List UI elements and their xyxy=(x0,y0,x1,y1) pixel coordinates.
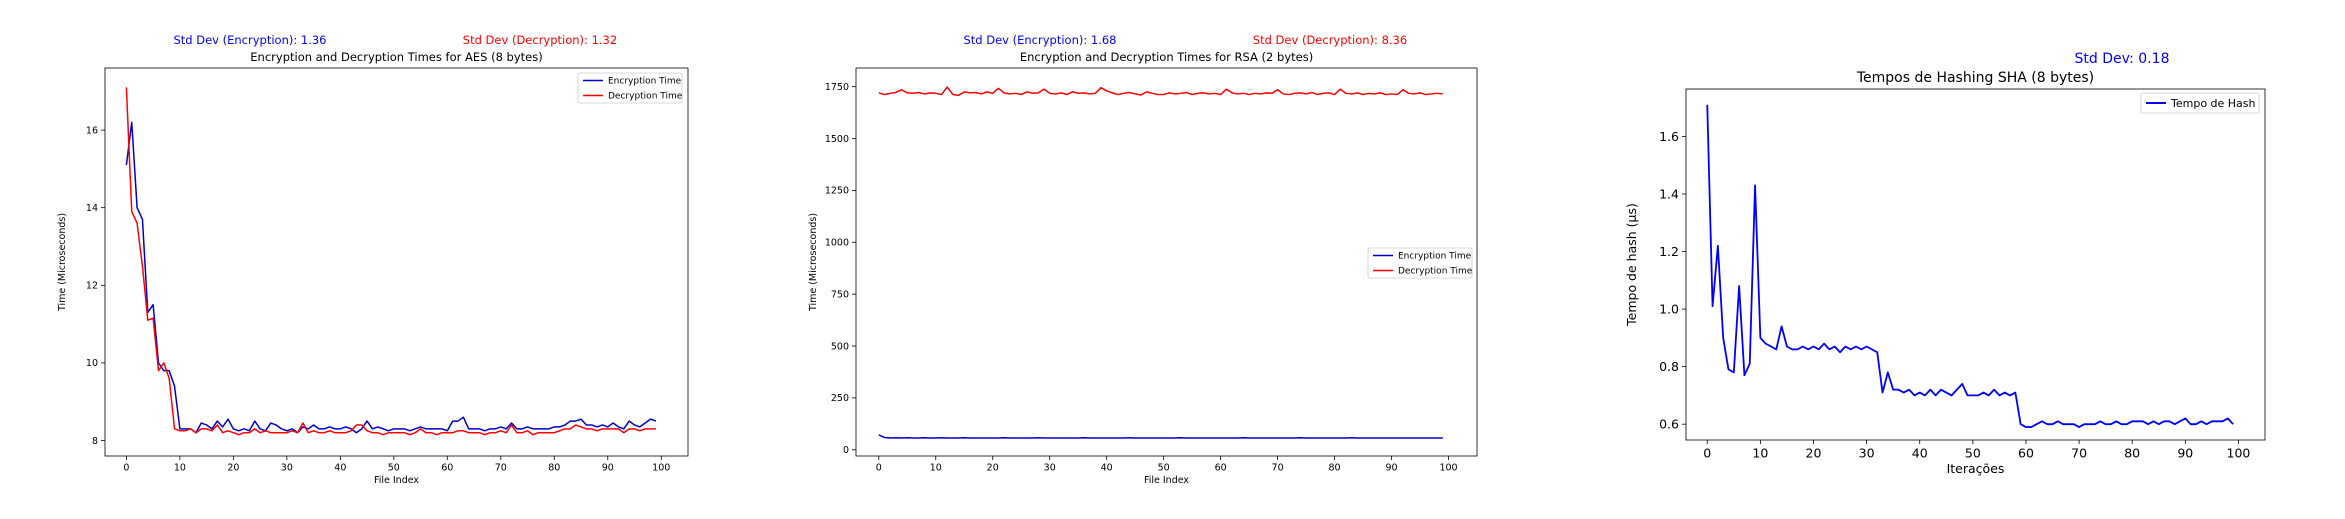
x-tick-label: 70 xyxy=(495,463,507,474)
x-tick-label: 50 xyxy=(1965,446,1981,461)
y-tick-label: 1750 xyxy=(825,82,849,93)
x-tick-label: 30 xyxy=(281,463,293,474)
chart-2: 0 10 20 30 40 50 60 70 80 90 100025050075010001250… xyxy=(808,33,1478,486)
x-tick-label: 50 xyxy=(1158,463,1170,474)
y-tick-label: 0.8 xyxy=(1659,359,1679,374)
x-tick-label: 100 xyxy=(1439,463,1457,474)
x-tick-label: 100 xyxy=(652,463,670,474)
legend-box xyxy=(577,72,683,104)
y-tick-label: 14 xyxy=(86,203,98,214)
y-tick-label: 1.2 xyxy=(1659,244,1679,259)
x-tick-label: 20 xyxy=(227,463,239,474)
x-tick-label: 20 xyxy=(987,463,999,474)
x-tick-label: 100 xyxy=(2227,446,2251,461)
series-line-decryption-time xyxy=(878,86,1443,97)
legend: Tempo de Hash xyxy=(2140,92,2260,114)
x-tick-label: 80 xyxy=(2124,446,2140,461)
x-tick-label: 0 xyxy=(1703,446,1711,461)
x-tick-label: 60 xyxy=(441,463,453,474)
y-tick-label: 1250 xyxy=(825,186,849,197)
std-dev-annotation: Std Dev (Decryption): 1.32 xyxy=(463,33,617,47)
std-dev-annotation: Std Dev: 0.18 xyxy=(2075,51,2170,67)
legend-label: Tempo de Hash xyxy=(2170,97,2256,110)
x-tick-label: 10 xyxy=(930,463,942,474)
y-tick-label: 500 xyxy=(831,341,849,352)
x-tick-label: 50 xyxy=(388,463,400,474)
y-tick-label: 10 xyxy=(86,358,98,369)
legend: Encryption Time Decryption Time xyxy=(1367,247,1473,279)
y-tick-label: 1500 xyxy=(825,134,849,145)
x-tick-label: 80 xyxy=(548,463,560,474)
y-tick-label: 8 xyxy=(92,436,98,447)
legend-label: Decryption Time xyxy=(1398,267,1473,277)
y-tick-label: 1000 xyxy=(825,238,849,249)
x-tick-label: 40 xyxy=(334,463,346,474)
y-tick-label: 250 xyxy=(831,393,849,404)
x-axis-label: Iterações xyxy=(1947,461,2005,476)
x-tick-label: 70 xyxy=(2071,446,2087,461)
y-tick-label: 16 xyxy=(86,125,98,136)
chart-1: 0 10 20 30 40 50 60 70 80 90 100 8 10 12 14 16 Encryptio… xyxy=(57,33,689,486)
x-tick-label: 90 xyxy=(2177,446,2193,461)
plot-frame xyxy=(855,67,1478,457)
plot-frame xyxy=(104,67,689,457)
y-tick-label: 12 xyxy=(86,281,98,292)
x-axis-label: File Index xyxy=(374,475,419,486)
chart-title: Encryption and Decryption Times for RSA … xyxy=(1020,50,1313,64)
legend-box xyxy=(2140,92,2260,114)
legend: Encryption Time Decryption Time xyxy=(577,72,683,104)
std-dev-annotation: Std Dev (Encryption): 1.36 xyxy=(173,33,326,47)
x-tick-label: 10 xyxy=(1752,446,1768,461)
x-tick-label: 30 xyxy=(1859,446,1875,461)
y-tick-label: 0 xyxy=(843,445,849,456)
series-line-tempo-de-hash xyxy=(1706,104,2234,428)
x-tick-label: 40 xyxy=(1101,463,1113,474)
x-tick-label: 60 xyxy=(1215,463,1227,474)
std-dev-annotation: Std Dev (Decryption): 8.36 xyxy=(1253,33,1407,47)
x-axis-label: File Index xyxy=(1144,475,1189,486)
chart-3: 0 10 20 30 40 50 60 70 80 90 100 0.6 0.8 1.0 1.2 1.4 1.6… xyxy=(1624,51,2266,476)
y-axis-label: Time (Microseconds) xyxy=(808,213,819,312)
y-axis-label: Time (Microseconds) xyxy=(57,213,68,312)
series-line-encryption-time xyxy=(125,121,657,434)
legend-label: Encryption Time xyxy=(608,77,682,87)
chart-title: Tempos de Hashing SHA (8 bytes) xyxy=(1856,70,2094,86)
x-tick-label: 60 xyxy=(2018,446,2034,461)
y-tick-label: 1.6 xyxy=(1659,129,1679,144)
x-tick-label: 0 xyxy=(123,463,129,474)
y-tick-label: 750 xyxy=(831,289,849,300)
y-axis-label: Tempo de hash (µs) xyxy=(1624,203,1639,327)
y-tick-label: 1.4 xyxy=(1659,186,1679,201)
legend-label: Encryption Time xyxy=(1398,252,1472,262)
x-tick-label: 40 xyxy=(1912,446,1928,461)
x-tick-label: 90 xyxy=(1385,463,1397,474)
std-dev-annotation: Std Dev (Encryption): 1.68 xyxy=(963,33,1116,47)
legend-box xyxy=(1367,247,1473,279)
legend-label: Decryption Time xyxy=(608,92,683,102)
chart-title: Encryption and Decryption Times for AES … xyxy=(250,50,542,64)
x-tick-label: 30 xyxy=(1044,463,1056,474)
x-tick-label: 20 xyxy=(1806,446,1822,461)
x-tick-label: 10 xyxy=(174,463,186,474)
x-tick-label: 0 xyxy=(876,463,882,474)
x-tick-label: 70 xyxy=(1272,463,1284,474)
y-tick-label: 1.0 xyxy=(1659,301,1679,316)
series-line-encryption-time xyxy=(878,434,1443,439)
series-line-decryption-time xyxy=(125,87,656,436)
plot-frame xyxy=(1685,88,2266,441)
x-tick-label: 90 xyxy=(602,463,614,474)
y-tick-label: 0.6 xyxy=(1659,417,1679,432)
x-tick-label: 80 xyxy=(1329,463,1341,474)
